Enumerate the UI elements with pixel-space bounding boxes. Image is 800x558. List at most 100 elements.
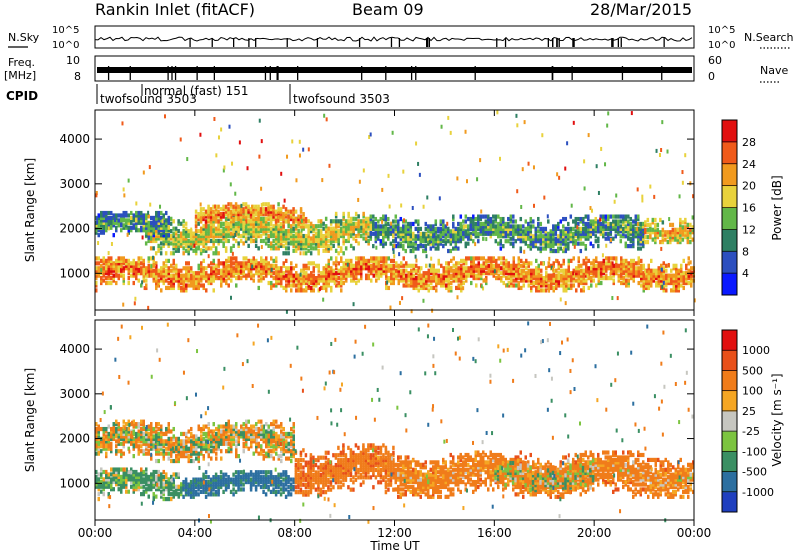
echo-speckle [426, 195, 428, 199]
echo-cell [265, 241, 268, 245]
echo-speckle [637, 187, 639, 191]
colorbar-tick-label: 24 [742, 158, 756, 171]
echo-cell [153, 216, 156, 220]
echo-cell [659, 218, 662, 222]
echo-cell [673, 274, 676, 278]
echo-cell [212, 492, 215, 496]
echo-cell [677, 228, 680, 232]
cpid-panel: twofsound 3503 normal (fast) 151 twofsou… [97, 84, 390, 106]
echo-cell [480, 222, 483, 226]
echo-cell [415, 234, 418, 238]
echo-cell [98, 472, 101, 476]
echo-cell [445, 283, 448, 287]
echo-cell [607, 222, 610, 226]
echo-cell [248, 259, 251, 263]
echo-cell [145, 487, 148, 491]
echo-cell [222, 473, 225, 477]
echo-cell [570, 271, 573, 275]
echo-cell [425, 271, 428, 275]
echo-cell [635, 261, 638, 265]
echo-cell [480, 256, 483, 260]
echo-cell [168, 281, 171, 285]
echo-cell [605, 274, 608, 278]
echo-cell [165, 286, 168, 290]
echo-speckle [661, 285, 663, 289]
echo-cell [123, 467, 126, 471]
echo-cell [355, 256, 358, 260]
echo-cell [218, 269, 221, 273]
echo-cell [217, 224, 220, 228]
echo-cell [140, 211, 143, 215]
echo-cell [325, 264, 328, 268]
echo-cell [268, 261, 271, 265]
echo-cell [165, 264, 168, 268]
echo-cell [458, 266, 461, 270]
echo-cell [580, 249, 583, 253]
echo-cell [133, 213, 136, 217]
echo-speckle [301, 219, 303, 223]
echo-cell [207, 475, 210, 479]
echo-cell [322, 222, 325, 226]
station-title: Rankin Inlet (fitACF) [95, 0, 255, 19]
echo-speckle [123, 187, 125, 191]
echo-cell [605, 232, 608, 236]
echo-cell [520, 217, 523, 221]
echo-cell [257, 246, 260, 250]
echo-cell [222, 490, 225, 494]
echo-speckle [548, 289, 550, 293]
echo-cell [492, 214, 495, 218]
echo-cell [323, 266, 326, 270]
echo-cell [285, 251, 288, 255]
echo-cell [493, 264, 496, 268]
echo-cell [562, 224, 565, 228]
echo-cell [220, 212, 223, 216]
echo-cell [512, 219, 515, 223]
echo-cell [682, 225, 685, 229]
echo-cell [570, 214, 573, 218]
echo-cell [197, 229, 200, 233]
echo-cell [153, 470, 156, 474]
echo-speckle [481, 284, 483, 288]
echo-speckle [429, 240, 431, 244]
echo-cell [498, 256, 501, 260]
echo-cell [230, 490, 233, 494]
echo-cell [620, 219, 623, 223]
echo-speckle [602, 253, 604, 257]
echo-cell [100, 276, 103, 280]
echo-cell [550, 274, 553, 278]
echo-speckle [277, 219, 279, 223]
echo-cell [118, 467, 121, 471]
echo-speckle [401, 296, 403, 300]
echo-cell [103, 211, 106, 215]
echo-speckle [259, 119, 261, 123]
echo-cell [143, 470, 146, 474]
echo-cell [460, 259, 463, 263]
echo-cell [262, 239, 265, 243]
echo-cell [632, 219, 635, 223]
echo-cell [510, 224, 512, 228]
echo-cell [565, 217, 568, 221]
echo-speckle [515, 114, 517, 118]
echo-cell [625, 242, 628, 246]
echo-cell [160, 251, 163, 255]
echo-speckle [261, 203, 263, 207]
echo-cell [197, 234, 200, 238]
echo-cell [262, 217, 265, 221]
echo-cell [123, 223, 126, 227]
echo-cell [223, 261, 226, 265]
echo-cell [207, 246, 210, 250]
freq-unit-label: [MHz] [4, 69, 36, 82]
echo-speckle [229, 125, 231, 129]
echo-cell [130, 485, 133, 489]
echo-cell [258, 261, 261, 265]
echo-cell [420, 274, 423, 278]
echo-cell [158, 470, 161, 474]
nave-tick-top: 60 [708, 54, 722, 67]
echo-cell [105, 211, 108, 215]
echo-cell [290, 261, 293, 265]
echo-cell [222, 222, 225, 226]
echo-cell [215, 473, 218, 477]
echo-cell [170, 229, 173, 233]
echo-cell [138, 278, 141, 282]
echo-cell [408, 283, 411, 287]
